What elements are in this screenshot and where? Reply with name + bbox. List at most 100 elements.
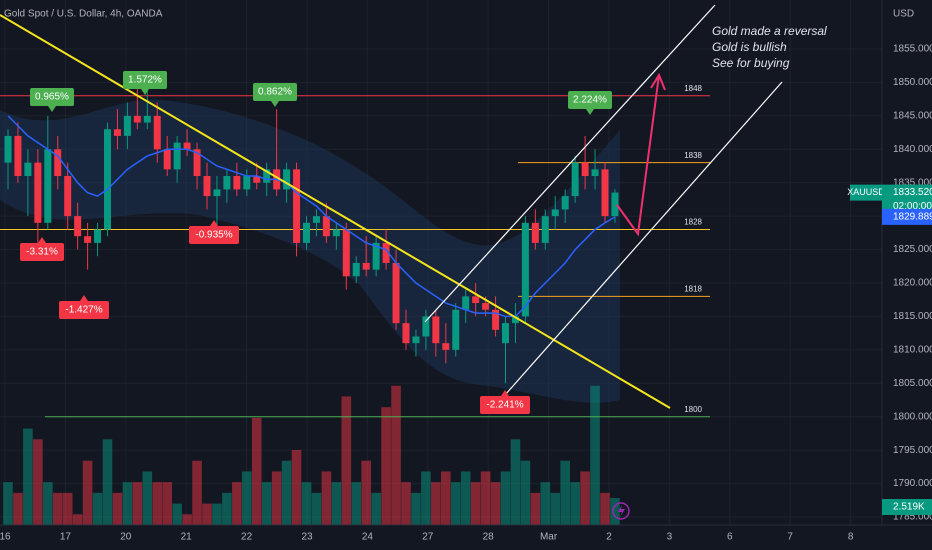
x-tick-label: 20 [120, 532, 132, 543]
annotation-label: -1.427% [65, 305, 102, 316]
candle-body [54, 149, 62, 177]
volume-bar [381, 407, 391, 525]
candle-body [462, 296, 470, 310]
volume-bar [152, 482, 163, 525]
candle-body [163, 149, 171, 170]
level-label: 1800 [684, 405, 702, 414]
level-label: 1828 [684, 218, 702, 227]
volume-bar [182, 514, 192, 525]
candle-body [14, 135, 22, 177]
y-tick-label: 1825.000 [893, 244, 932, 255]
annotation-box [189, 226, 239, 244]
volume-bar [600, 492, 610, 525]
volume-bar [261, 482, 272, 525]
x-tick-label: 27 [422, 532, 434, 543]
candle-body [153, 115, 161, 150]
volume-bar [460, 471, 471, 525]
volume-bar [291, 450, 302, 525]
annotation-pointer [38, 237, 46, 243]
annotation-label: -3.31% [26, 247, 58, 258]
volume-bar [480, 471, 491, 525]
volume-bar [361, 460, 371, 525]
x-tick-label: 7 [787, 532, 793, 543]
y-tick-label: 1855.000 [893, 44, 932, 55]
candle-body [541, 216, 549, 243]
y-tick-label: 1820.000 [893, 278, 932, 289]
arrow-head [650, 72, 666, 91]
candle-body [253, 176, 261, 183]
volume-bar [242, 471, 252, 525]
candle-body [322, 216, 330, 237]
volume-bar [281, 460, 292, 525]
candle-body [511, 316, 519, 324]
x-tick-label: 22 [241, 532, 253, 543]
candle-body [482, 303, 490, 310]
volume-bar [172, 503, 182, 525]
candle-body [472, 296, 480, 304]
volume-layer [3, 385, 620, 525]
volume-bar [510, 439, 521, 525]
volume-bar [62, 492, 73, 525]
volume-bar [530, 492, 541, 525]
annotation-label: 0.862% [258, 87, 292, 98]
candle-body [223, 176, 231, 190]
candle-body [94, 229, 102, 243]
volume-bar [102, 439, 113, 525]
volume-bar [450, 482, 461, 525]
candle-body [432, 316, 440, 344]
annotation-label: 2.224% [573, 95, 607, 106]
candle-body [233, 176, 241, 190]
candle-body [303, 222, 310, 243]
y-tick-label: 1790.000 [893, 478, 932, 489]
annotation-box [123, 71, 167, 89]
last-price-label: 1833.520 [893, 187, 932, 198]
candle-body [193, 149, 201, 177]
candle-body [551, 209, 559, 217]
annotation-box [59, 301, 109, 319]
x-tick-label: 2 [606, 532, 612, 543]
candle-body [4, 135, 12, 163]
volume-bar [301, 482, 312, 525]
volume-bar [43, 482, 53, 525]
level-label: 1848 [684, 84, 702, 93]
y-tick-label: 1805.000 [893, 378, 932, 389]
symbol-label: XAUUSD [847, 187, 885, 197]
volume-bar [3, 482, 13, 525]
candle-body [392, 262, 400, 324]
trend-line [0, 14, 671, 409]
volume-bar [500, 471, 511, 525]
arrow [616, 74, 660, 237]
volume-bar [222, 492, 232, 525]
candle-body [44, 149, 52, 223]
volume-bar [351, 482, 362, 525]
volume-label: 2.519K [893, 502, 925, 513]
volume-bar [82, 460, 93, 525]
y-tick-label: 1850.000 [893, 77, 932, 88]
candle-body [531, 222, 539, 243]
currency-label: USD [893, 9, 914, 20]
x-tick-label: Mar [540, 532, 558, 543]
event-icon-bolt [618, 505, 625, 517]
annotation-pointer [80, 295, 88, 301]
candle-body [372, 242, 380, 270]
volume-bar [142, 471, 153, 525]
channel-upper [424, 4, 716, 323]
candle-body [492, 309, 500, 330]
volume-bar [411, 492, 421, 525]
annotation-box [253, 83, 297, 101]
y-tick-label: 1845.000 [893, 110, 932, 121]
axis-layer: 1855.000 1850.000 1845.000 1840.000 1835.000… [0, 44, 932, 543]
event-icon[interactable] [612, 502, 630, 520]
volume-bar [202, 503, 212, 525]
annotation-pointer [48, 106, 56, 112]
price-axis [882, 0, 932, 550]
candle-body [243, 176, 251, 190]
candle-body [591, 169, 599, 177]
candle-body [283, 169, 291, 190]
volume-bar [441, 471, 451, 525]
candle-body [183, 142, 191, 150]
candle-body [123, 115, 131, 136]
volume-bar [251, 417, 262, 525]
